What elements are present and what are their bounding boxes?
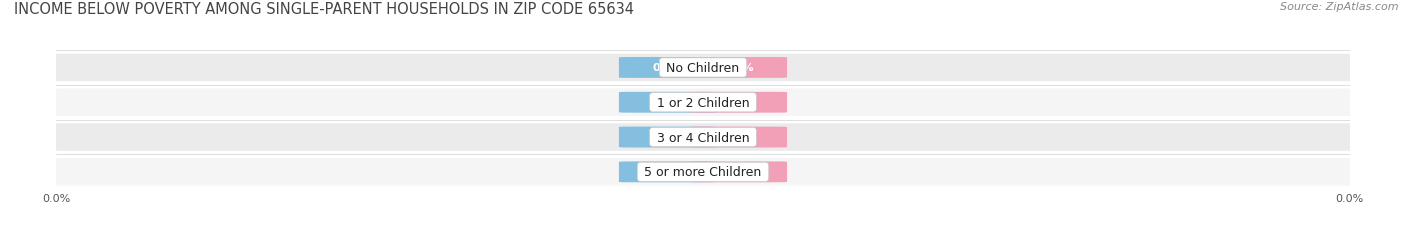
Text: INCOME BELOW POVERTY AMONG SINGLE-PARENT HOUSEHOLDS IN ZIP CODE 65634: INCOME BELOW POVERTY AMONG SINGLE-PARENT… [14,2,634,17]
Text: 1 or 2 Children: 1 or 2 Children [652,96,754,109]
FancyBboxPatch shape [44,89,1362,116]
Text: No Children: No Children [662,62,744,75]
Text: 0.0%: 0.0% [723,98,754,108]
Text: 0.0%: 0.0% [723,167,754,177]
FancyBboxPatch shape [619,127,716,148]
Text: 0.0%: 0.0% [652,63,683,73]
FancyBboxPatch shape [690,162,787,182]
FancyBboxPatch shape [44,124,1362,151]
FancyBboxPatch shape [44,158,1362,186]
FancyBboxPatch shape [619,92,716,113]
Text: 0.0%: 0.0% [652,98,683,108]
Text: 0.0%: 0.0% [652,132,683,143]
FancyBboxPatch shape [690,58,787,79]
FancyBboxPatch shape [690,92,787,113]
FancyBboxPatch shape [619,162,716,182]
Text: 0.0%: 0.0% [723,63,754,73]
Text: 5 or more Children: 5 or more Children [640,166,766,179]
Text: 0.0%: 0.0% [723,132,754,143]
FancyBboxPatch shape [44,55,1362,82]
FancyBboxPatch shape [619,58,716,79]
Text: 0.0%: 0.0% [652,167,683,177]
FancyBboxPatch shape [690,127,787,148]
Text: Source: ZipAtlas.com: Source: ZipAtlas.com [1281,2,1399,12]
Text: 3 or 4 Children: 3 or 4 Children [652,131,754,144]
